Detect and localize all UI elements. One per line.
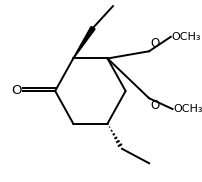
Text: O: O bbox=[150, 99, 159, 112]
Text: O: O bbox=[11, 84, 22, 98]
Text: OCH₃: OCH₃ bbox=[174, 104, 202, 114]
Text: OCH₃: OCH₃ bbox=[172, 32, 201, 42]
Text: O: O bbox=[150, 37, 159, 50]
Polygon shape bbox=[73, 27, 95, 59]
